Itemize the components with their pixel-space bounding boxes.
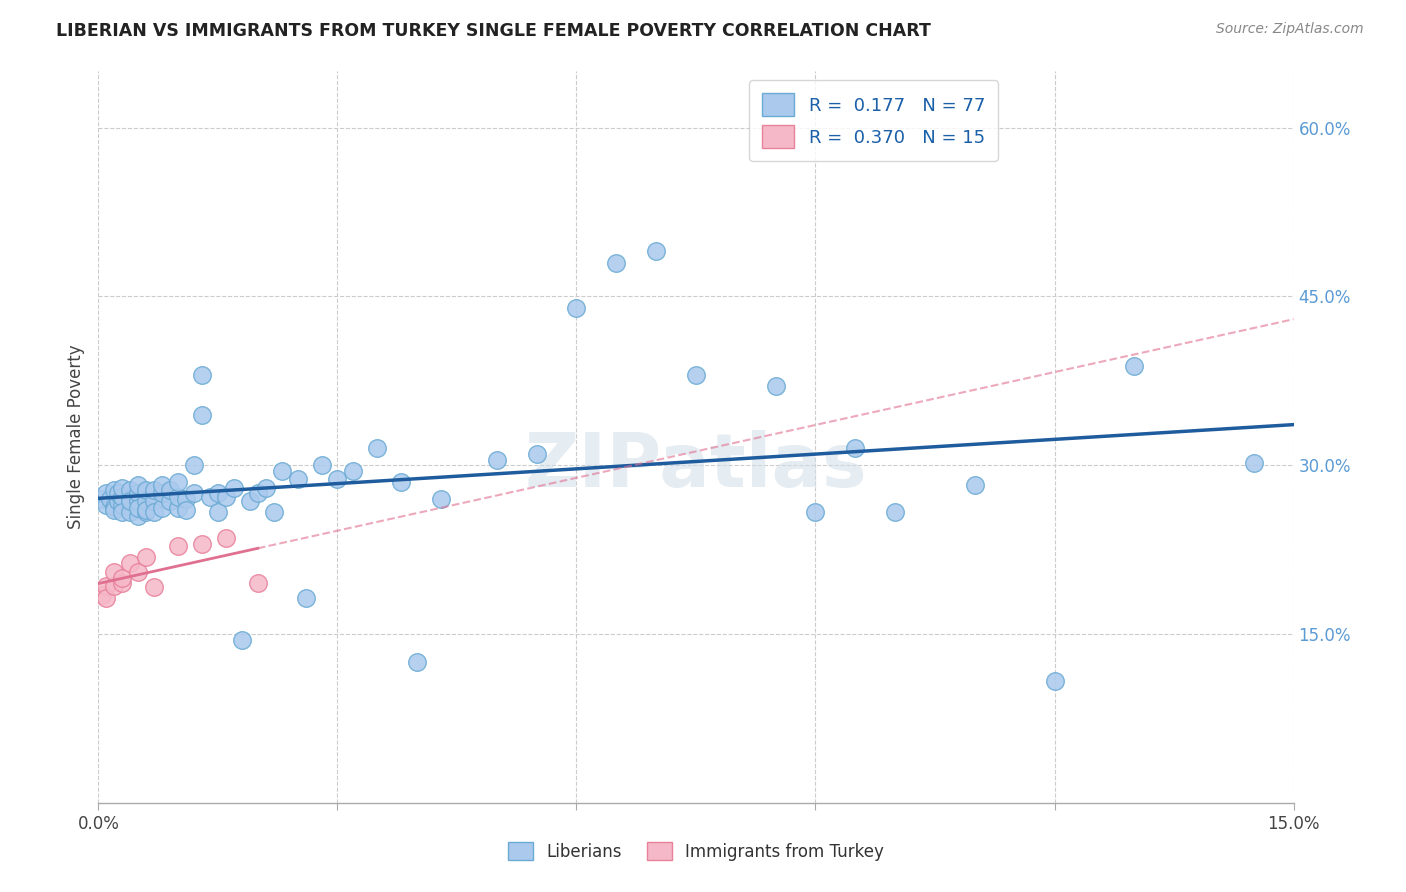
Point bbox=[526, 447, 548, 461]
Point bbox=[143, 494, 166, 508]
Point bbox=[120, 556, 142, 570]
Point bbox=[159, 483, 181, 497]
Point bbox=[1123, 359, 1146, 374]
Point bbox=[111, 571, 134, 585]
Point bbox=[120, 494, 142, 508]
Point bbox=[804, 506, 827, 520]
Point bbox=[103, 565, 125, 579]
Point bbox=[565, 301, 588, 315]
Point bbox=[120, 483, 142, 497]
Point bbox=[150, 500, 173, 515]
Legend: Liberians, Immigrants from Turkey: Liberians, Immigrants from Turkey bbox=[502, 836, 890, 868]
Point bbox=[342, 464, 364, 478]
Point bbox=[222, 481, 245, 495]
Point bbox=[191, 537, 214, 551]
Point bbox=[143, 483, 166, 497]
Point bbox=[150, 486, 173, 500]
Point bbox=[485, 452, 508, 467]
Point bbox=[366, 442, 388, 456]
Point bbox=[207, 486, 229, 500]
Point bbox=[135, 550, 157, 565]
Point bbox=[191, 368, 214, 383]
Point bbox=[107, 486, 129, 500]
Point bbox=[127, 486, 149, 500]
Point bbox=[1043, 674, 1066, 689]
Point bbox=[765, 379, 787, 393]
Point bbox=[645, 244, 668, 259]
Point bbox=[326, 472, 349, 486]
Point bbox=[127, 500, 149, 515]
Point bbox=[150, 478, 173, 492]
Point bbox=[167, 500, 190, 515]
Point bbox=[239, 494, 262, 508]
Point bbox=[111, 481, 134, 495]
Point bbox=[96, 591, 118, 605]
Point bbox=[96, 486, 118, 500]
Point bbox=[254, 481, 277, 495]
Point bbox=[191, 408, 214, 422]
Point bbox=[183, 486, 205, 500]
Text: LIBERIAN VS IMMIGRANTS FROM TURKEY SINGLE FEMALE POVERTY CORRELATION CHART: LIBERIAN VS IMMIGRANTS FROM TURKEY SINGL… bbox=[56, 22, 931, 40]
Point bbox=[103, 503, 125, 517]
Point bbox=[107, 494, 129, 508]
Point bbox=[215, 532, 238, 546]
Y-axis label: Single Female Poverty: Single Female Poverty bbox=[66, 345, 84, 529]
Point bbox=[1243, 456, 1265, 470]
Point bbox=[167, 475, 190, 489]
Point bbox=[143, 506, 166, 520]
Point bbox=[198, 490, 221, 504]
Point bbox=[884, 506, 907, 520]
Point bbox=[311, 458, 333, 473]
Point bbox=[96, 579, 118, 593]
Text: Source: ZipAtlas.com: Source: ZipAtlas.com bbox=[1216, 22, 1364, 37]
Point bbox=[120, 506, 142, 520]
Point bbox=[143, 580, 166, 594]
Point bbox=[246, 486, 269, 500]
Point bbox=[103, 500, 125, 514]
Point bbox=[246, 576, 269, 591]
Point bbox=[127, 565, 149, 579]
Point bbox=[844, 442, 866, 456]
Point bbox=[135, 506, 157, 520]
Point bbox=[135, 483, 157, 497]
Point bbox=[111, 498, 134, 512]
Point bbox=[111, 506, 134, 520]
Point bbox=[174, 491, 197, 506]
Point bbox=[127, 508, 149, 523]
Point bbox=[135, 494, 157, 508]
Point bbox=[294, 591, 316, 605]
Point bbox=[167, 490, 190, 504]
Point bbox=[389, 475, 412, 489]
Point bbox=[207, 506, 229, 520]
Point bbox=[98, 491, 122, 506]
Point bbox=[406, 655, 429, 669]
Point bbox=[127, 478, 149, 492]
Point bbox=[111, 576, 134, 591]
Text: ZIPatlas: ZIPatlas bbox=[524, 430, 868, 503]
Point bbox=[103, 579, 125, 593]
Point bbox=[96, 498, 118, 512]
Point bbox=[263, 506, 285, 520]
Point bbox=[183, 458, 205, 473]
Point bbox=[103, 483, 125, 497]
Point bbox=[174, 503, 197, 517]
Point bbox=[127, 494, 149, 508]
Point bbox=[685, 368, 707, 383]
Point bbox=[167, 539, 190, 553]
Point bbox=[430, 491, 453, 506]
Point bbox=[270, 464, 292, 478]
Point bbox=[91, 491, 114, 506]
Point bbox=[135, 503, 157, 517]
Point bbox=[91, 588, 114, 602]
Point bbox=[215, 490, 238, 504]
Point bbox=[287, 472, 309, 486]
Point bbox=[605, 255, 627, 269]
Point bbox=[231, 632, 253, 647]
Point bbox=[963, 478, 986, 492]
Point bbox=[111, 490, 134, 504]
Point bbox=[120, 491, 142, 506]
Point bbox=[159, 494, 181, 508]
